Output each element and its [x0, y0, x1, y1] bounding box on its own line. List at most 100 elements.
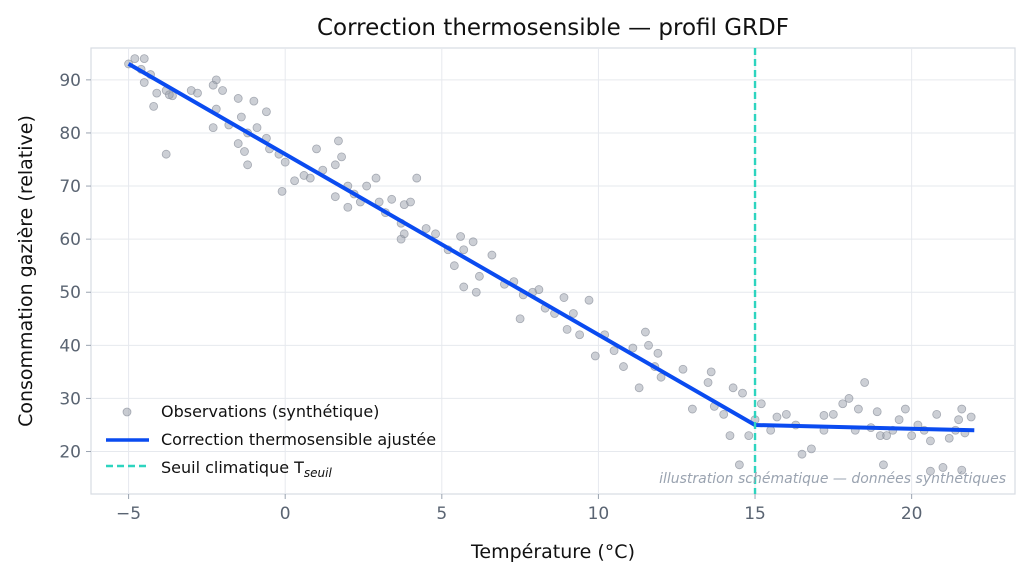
scatter-point — [149, 102, 159, 111]
scatter-point — [844, 394, 854, 403]
scatter-point — [678, 364, 688, 374]
scatter-point — [236, 112, 246, 122]
scatter-point — [559, 293, 569, 302]
x-axis-title: Température (°C) — [470, 541, 635, 563]
legend-threshold-label-main: Seuil climatique T — [161, 458, 304, 477]
scatter-point — [653, 348, 663, 358]
legend-observations-label: Observations (synthétique) — [161, 402, 379, 421]
scatter-point — [243, 160, 253, 170]
scatter-point — [334, 136, 343, 146]
scatter-point — [926, 436, 935, 446]
scatter-point — [926, 466, 935, 476]
scatter-point — [894, 415, 904, 425]
scatter-point — [371, 173, 381, 183]
y-axis-title: Consommation gazière (relative) — [15, 115, 37, 427]
scatter-point — [797, 449, 807, 459]
scatter-point — [744, 431, 754, 440]
axis-ticks: −5 0 5 10 15 20 20 30 40 50 60 70 80 90 — [59, 71, 922, 524]
legend-fit-label: Correction thermosensible ajustée — [161, 430, 436, 449]
scatter-point — [139, 54, 149, 64]
scatter-point — [900, 404, 910, 414]
scatter-point — [412, 173, 422, 183]
y-tick-label: 30 — [59, 389, 81, 409]
scatter-point — [208, 80, 218, 90]
scatter-point — [838, 399, 848, 409]
scatter-point — [330, 160, 340, 170]
scatter-point — [139, 78, 149, 87]
scatter-point — [719, 409, 729, 419]
scatter-point — [130, 54, 140, 64]
scatter-point — [459, 245, 469, 255]
scatter-point — [161, 149, 171, 159]
scatter-point — [431, 229, 440, 239]
scatter-point — [208, 123, 218, 133]
scatter-point — [337, 152, 346, 162]
scatter-point — [734, 460, 744, 470]
scatter-point — [374, 197, 384, 207]
scatter-point — [468, 237, 478, 247]
scatter-point — [290, 176, 299, 186]
x-tick-label: −5 — [116, 504, 141, 524]
scatter-point — [634, 383, 644, 393]
scatter-point — [277, 186, 287, 196]
scatter-point — [343, 202, 353, 212]
scatter-point — [312, 144, 321, 154]
scatter-point — [641, 327, 650, 337]
chart-title: Correction thermosensible — profil GRDF — [317, 15, 789, 41]
scatter-point — [609, 346, 619, 356]
scatter-point — [584, 295, 594, 305]
scatter-point — [515, 314, 525, 324]
scatter-point — [954, 415, 964, 425]
x-tick-label: 15 — [744, 504, 766, 524]
x-tick-label: 5 — [436, 504, 447, 524]
scatter-point — [879, 460, 888, 470]
scatter-point — [828, 409, 838, 419]
scatter-point — [252, 123, 262, 133]
y-tick-label: 50 — [59, 283, 81, 303]
scatter-point — [305, 173, 315, 183]
scatter-point — [656, 372, 666, 382]
scatter-point — [644, 340, 653, 350]
scatter-point — [944, 433, 954, 443]
scatter-point — [487, 250, 497, 260]
scatter-point — [233, 139, 243, 148]
scatter-point — [932, 409, 942, 419]
scatter-point — [628, 343, 638, 353]
y-tick-label: 60 — [59, 230, 81, 250]
scatter-point — [534, 285, 544, 294]
y-tick-label: 80 — [59, 124, 81, 144]
scatter-point — [449, 261, 459, 271]
scatter-point — [766, 425, 776, 435]
scatter-point — [474, 271, 484, 281]
synthetic-data-annotation: illustration schématique — données synth… — [659, 471, 1006, 487]
x-tick-label: 20 — [901, 504, 923, 524]
scatter-point — [957, 465, 967, 475]
scatter-point — [853, 404, 863, 414]
scatter-point — [957, 404, 967, 414]
scatter-point — [756, 399, 766, 409]
scatter-point — [819, 411, 829, 420]
scatter-point — [907, 431, 917, 440]
scatter-point — [471, 287, 481, 297]
scatter-point — [456, 232, 466, 241]
scatter-point — [706, 367, 716, 377]
y-tick-label: 20 — [59, 443, 81, 463]
scatter-point — [387, 194, 397, 204]
x-tick-label: 10 — [588, 504, 610, 524]
scatter-point — [362, 181, 372, 191]
scatter-points — [124, 54, 976, 476]
scatter-point — [152, 88, 162, 98]
x-tick-label: 0 — [280, 504, 291, 524]
plot-area — [90, 47, 1016, 495]
scatter-point — [781, 409, 791, 419]
legend-threshold-label: Seuil climatique Tseuil — [161, 458, 332, 480]
scatter-point — [872, 407, 882, 417]
scatter-point — [966, 412, 976, 422]
y-tick-label: 40 — [59, 336, 81, 356]
scatter-point — [882, 431, 891, 440]
scatter-point — [233, 94, 243, 103]
scatter-point — [725, 431, 735, 440]
scatter-point — [262, 107, 271, 117]
y-tick-label: 90 — [59, 71, 81, 91]
scatter-point — [330, 192, 340, 202]
